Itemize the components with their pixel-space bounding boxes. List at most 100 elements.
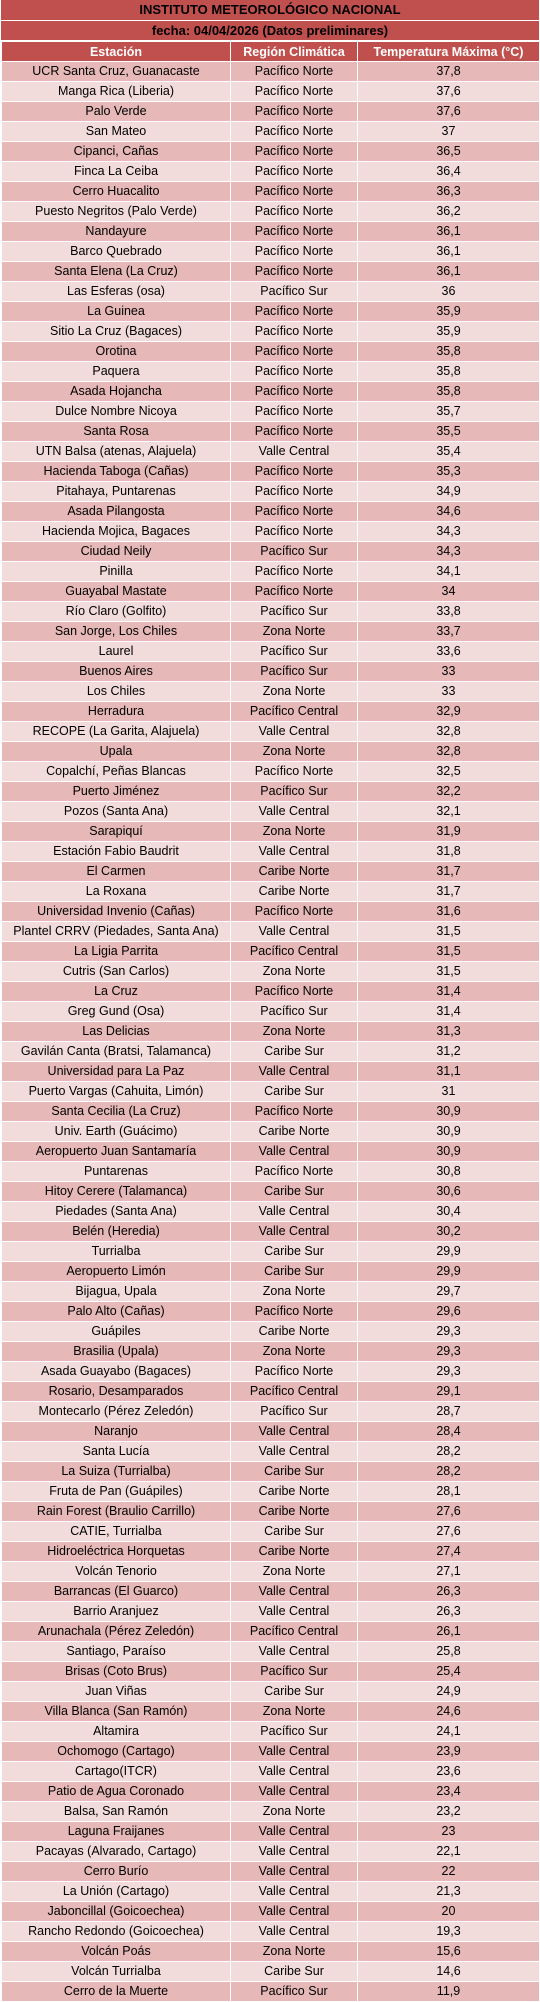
station-cell: Santa Lucía bbox=[1, 1441, 231, 1462]
region-cell: Zona Norte bbox=[230, 741, 358, 762]
station-cell: Universidad Invenio (Cañas) bbox=[1, 901, 231, 922]
station-cell: Cerro Huacalito bbox=[1, 181, 231, 202]
table-row: Hacienda Mojica, Bagaces Pacífico Norte 34… bbox=[1, 521, 540, 542]
table-row: UTN Balsa (atenas, Alajuela) Valle Centra… bbox=[1, 441, 540, 462]
max-temp-cell: 28,4 bbox=[357, 1421, 540, 1442]
table-row: Gavilán Canta (Bratsi, Talamanca) Caribe … bbox=[1, 1041, 540, 1062]
max-temp-cell: 30,8 bbox=[357, 1161, 540, 1182]
station-cell: Volcán Turrialba bbox=[1, 1961, 231, 1982]
table-row: Fruta de Pan (Guápiles) Caribe Norte 28,1 bbox=[1, 1481, 540, 1502]
station-cell: La Roxana bbox=[1, 881, 231, 902]
max-temp-cell: 36,1 bbox=[357, 241, 540, 262]
table-row: Brisas (Coto Brus) Pacífico Sur 25,4 bbox=[1, 1661, 540, 1682]
station-cell: Villa Blanca (San Ramón) bbox=[1, 1701, 231, 1722]
max-temp-cell: 31,7 bbox=[357, 861, 540, 882]
station-cell: Volcán Tenorio bbox=[1, 1561, 231, 1582]
station-cell: Puerto Jiménez bbox=[1, 781, 231, 802]
sheet-subtitle: fecha: 04/04/2026 (Datos preliminares) bbox=[1, 21, 539, 41]
table-row: La Cruz Pacífico Norte 31,4 bbox=[1, 981, 540, 1002]
max-temp-cell: 29,6 bbox=[357, 1301, 540, 1322]
station-cell: Pitahaya, Puntarenas bbox=[1, 481, 231, 502]
table-row: Las Esferas (osa) Pacífico Sur 36 bbox=[1, 281, 540, 302]
region-cell: Valle Central bbox=[230, 441, 358, 462]
station-cell: Rancho Redondo (Goicoechea) bbox=[1, 1921, 231, 1942]
table-row: Rancho Redondo (Goicoechea) Valle Central… bbox=[1, 1921, 540, 1942]
max-temp-cell: 27,6 bbox=[357, 1521, 540, 1542]
station-cell: Arunachala (Pérez Zeledón) bbox=[1, 1621, 231, 1642]
region-cell: Valle Central bbox=[230, 841, 358, 862]
table-row: Juan Viñas Caribe Sur 24,9 bbox=[1, 1681, 540, 1702]
region-cell: Pacífico Norte bbox=[230, 121, 358, 142]
table-row: Plantel CRRV (Piedades, Santa Ana) Valle … bbox=[1, 921, 540, 942]
station-cell: UCR Santa Cruz, Guanacaste bbox=[1, 61, 231, 82]
table-row: Guápiles Caribe Norte 29,3 bbox=[1, 1321, 540, 1342]
max-temp-cell: 27,6 bbox=[357, 1501, 540, 1522]
station-cell: La Cruz bbox=[1, 981, 231, 1002]
table-row: Altamira Pacífico Sur 24,1 bbox=[1, 1721, 540, 1742]
table-row: Santa Lucía Valle Central 28,2 bbox=[1, 1441, 540, 1462]
max-temp-cell: 34,1 bbox=[357, 561, 540, 582]
max-temp-cell: 35,4 bbox=[357, 441, 540, 462]
column-header-station: Estación bbox=[1, 41, 231, 62]
max-temp-cell: 33 bbox=[357, 661, 540, 682]
table-row: Puntarenas Pacífico Norte 30,8 bbox=[1, 1161, 540, 1182]
station-cell: Cipanci, Cañas bbox=[1, 141, 231, 162]
max-temp-cell: 35,8 bbox=[357, 341, 540, 362]
region-cell: Pacífico Sur bbox=[230, 1401, 358, 1422]
region-cell: Pacífico Central bbox=[230, 1621, 358, 1642]
max-temp-cell: 35,8 bbox=[357, 361, 540, 382]
region-cell: Zona Norte bbox=[230, 1941, 358, 1962]
region-cell: Zona Norte bbox=[230, 621, 358, 642]
table-row: La Suiza (Turrialba) Caribe Sur 28,2 bbox=[1, 1461, 540, 1482]
max-temp-cell: 31,5 bbox=[357, 941, 540, 962]
table-row: Palo Verde Pacífico Norte 37,6 bbox=[1, 101, 540, 122]
station-cell: Copalchí, Peñas Blancas bbox=[1, 761, 231, 782]
table-row: Rosario, Desamparados Pacífico Central 29,… bbox=[1, 1381, 540, 1402]
station-cell: Plantel CRRV (Piedades, Santa Ana) bbox=[1, 921, 231, 942]
table-row: Villa Blanca (San Ramón) Zona Norte 24,6 bbox=[1, 1701, 540, 1722]
station-cell: Nandayure bbox=[1, 221, 231, 242]
region-cell: Pacífico Norte bbox=[230, 501, 358, 522]
table-row: Orotina Pacífico Norte 35,8 bbox=[1, 341, 540, 362]
region-cell: Valle Central bbox=[230, 1741, 358, 1762]
station-cell: Las Esferas (osa) bbox=[1, 281, 231, 302]
station-cell: CATIE, Turrialba bbox=[1, 1521, 231, 1542]
table-row: Las Delicias Zona Norte 31,3 bbox=[1, 1021, 540, 1042]
station-cell: Barrancas (El Guarco) bbox=[1, 1581, 231, 1602]
region-cell: Pacífico Norte bbox=[230, 141, 358, 162]
region-cell: Pacífico Norte bbox=[230, 521, 358, 542]
max-temp-cell: 14,6 bbox=[357, 1961, 540, 1982]
region-cell: Valle Central bbox=[230, 1441, 358, 1462]
table-row: Pacayas (Alvarado, Cartago) Valle Central… bbox=[1, 1841, 540, 1862]
station-cell: Asada Pilangosta bbox=[1, 501, 231, 522]
table-row: Universidad para La Paz Valle Central 31,1 bbox=[1, 1061, 540, 1082]
region-cell: Pacífico Norte bbox=[230, 101, 358, 122]
station-cell: Palo Verde bbox=[1, 101, 231, 122]
max-temp-cell: 23,2 bbox=[357, 1801, 540, 1822]
table-row: Guayabal Mastate Pacífico Norte 34 bbox=[1, 581, 540, 602]
table-row: Pinilla Pacífico Norte 34,1 bbox=[1, 561, 540, 582]
table-row: Pitahaya, Puntarenas Pacífico Norte 34,9 bbox=[1, 481, 540, 502]
station-cell: Cerro de la Muerte bbox=[1, 1981, 231, 2002]
station-cell: Fruta de Pan (Guápiles) bbox=[1, 1481, 231, 1502]
table-row: Barrio Aranjuez Valle Central 26,3 bbox=[1, 1601, 540, 1622]
region-cell: Pacífico Norte bbox=[230, 201, 358, 222]
region-cell: Caribe Norte bbox=[230, 1321, 358, 1342]
max-temp-cell: 31,5 bbox=[357, 921, 540, 942]
station-cell: Laguna Fraijanes bbox=[1, 1821, 231, 1842]
max-temp-cell: 32,8 bbox=[357, 721, 540, 742]
max-temp-cell: 34,3 bbox=[357, 541, 540, 562]
station-cell: Puntarenas bbox=[1, 1161, 231, 1182]
region-cell: Zona Norte bbox=[230, 1801, 358, 1822]
region-cell: Pacífico Sur bbox=[230, 281, 358, 302]
region-cell: Pacífico Norte bbox=[230, 981, 358, 1002]
region-cell: Caribe Norte bbox=[230, 881, 358, 902]
max-temp-cell: 33,6 bbox=[357, 641, 540, 662]
table-row: Hidroeléctrica Horquetas Caribe Norte 27,4 bbox=[1, 1541, 540, 1562]
temperature-table: Estación Región Climática Temperatura Má… bbox=[1, 41, 540, 2002]
max-temp-cell: 22,1 bbox=[357, 1841, 540, 1862]
table-row: San Mateo Pacífico Norte 37 bbox=[1, 121, 540, 142]
station-cell: Balsa, San Ramón bbox=[1, 1801, 231, 1822]
station-cell: Sitio La Cruz (Bagaces) bbox=[1, 321, 231, 342]
region-cell: Valle Central bbox=[230, 1141, 358, 1162]
